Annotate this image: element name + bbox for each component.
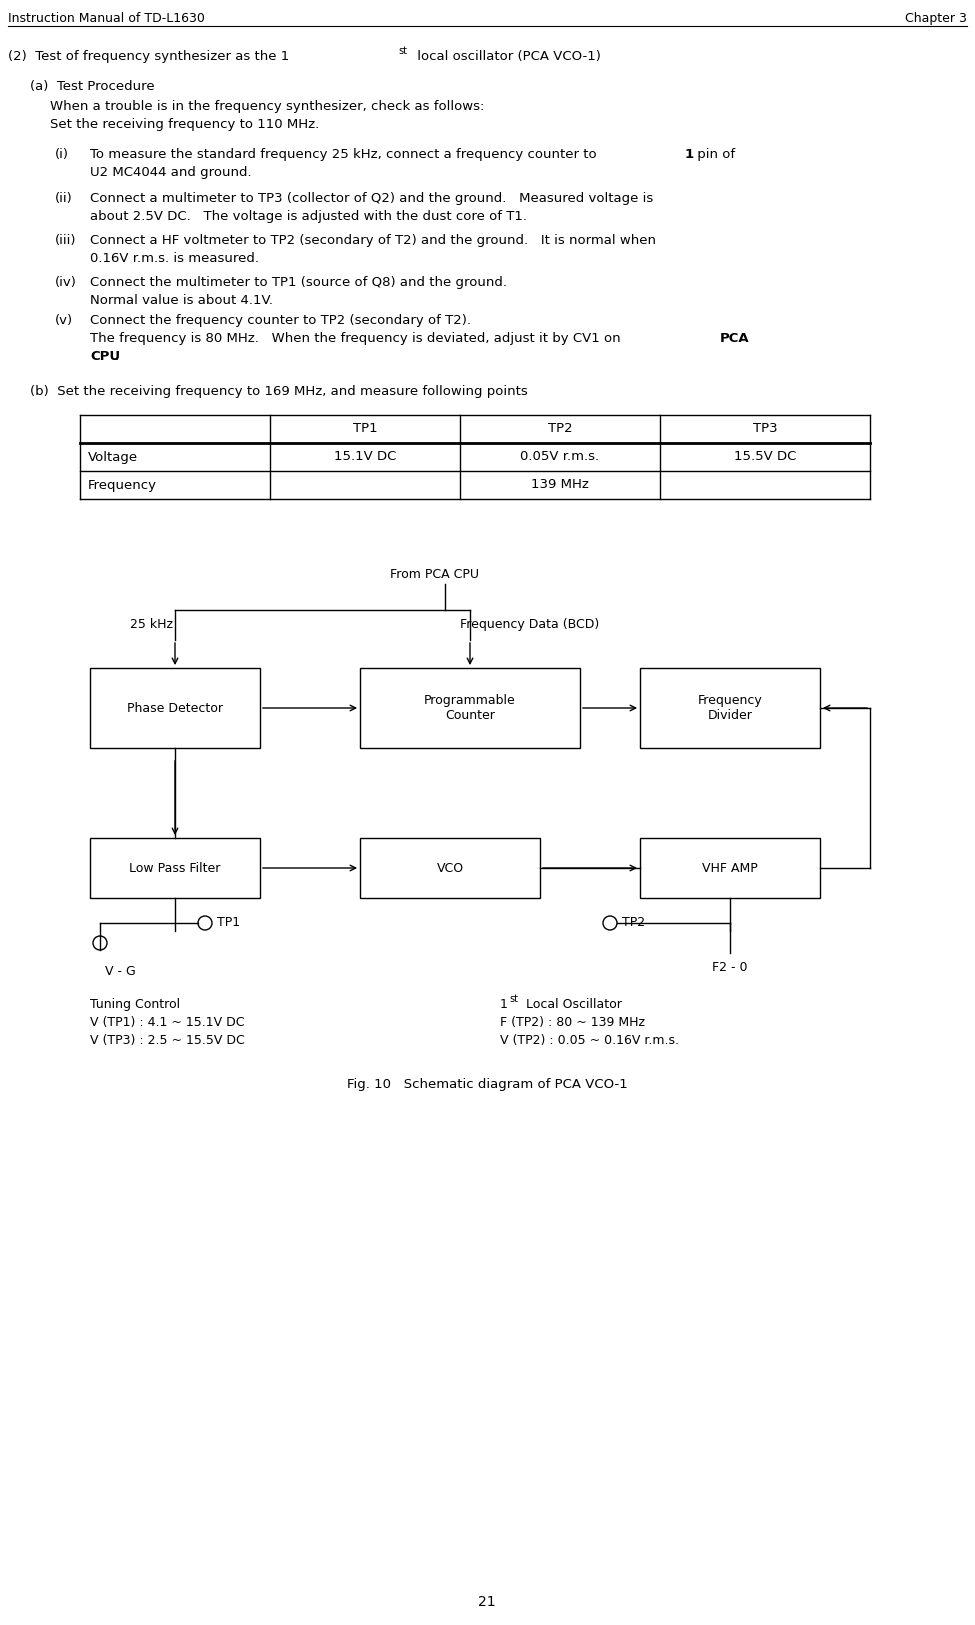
Text: 15.1V DC: 15.1V DC <box>333 450 396 463</box>
Text: 139 MHz: 139 MHz <box>531 478 589 491</box>
Text: F (TP2) : 80 ~ 139 MHz: F (TP2) : 80 ~ 139 MHz <box>500 1016 645 1029</box>
Text: (2)  Test of frequency synthesizer as the 1: (2) Test of frequency synthesizer as the… <box>8 50 290 63</box>
Text: Frequency Data (BCD): Frequency Data (BCD) <box>460 618 600 630</box>
Text: 0.05V r.m.s.: 0.05V r.m.s. <box>521 450 600 463</box>
Text: Programmable
Counter: Programmable Counter <box>424 694 516 722</box>
Text: V (TP3) : 2.5 ~ 15.5V DC: V (TP3) : 2.5 ~ 15.5V DC <box>90 1034 245 1046</box>
FancyBboxPatch shape <box>360 838 540 899</box>
Text: 25 kHz: 25 kHz <box>130 618 173 630</box>
Text: TP1: TP1 <box>217 916 240 929</box>
Text: (iv): (iv) <box>55 276 77 289</box>
Text: V (TP1) : 4.1 ~ 15.1V DC: V (TP1) : 4.1 ~ 15.1V DC <box>90 1016 245 1029</box>
Text: Connect a multimeter to TP3 (collector of Q2) and the ground.   Measured voltage: Connect a multimeter to TP3 (collector o… <box>90 192 653 205</box>
Text: PCA: PCA <box>720 332 750 344</box>
Text: 0.16V r.m.s. is measured.: 0.16V r.m.s. is measured. <box>90 252 259 265</box>
Text: U2 MC4044 and ground.: U2 MC4044 and ground. <box>90 166 252 179</box>
Text: Connect the multimeter to TP1 (source of Q8) and the ground.: Connect the multimeter to TP1 (source of… <box>90 276 507 289</box>
Text: 1: 1 <box>500 998 508 1011</box>
Text: V (TP2) : 0.05 ~ 0.16V r.m.s.: V (TP2) : 0.05 ~ 0.16V r.m.s. <box>500 1034 679 1046</box>
Text: F2 - 0: F2 - 0 <box>713 960 748 973</box>
FancyBboxPatch shape <box>640 838 820 899</box>
Text: The frequency is 80 MHz.   When the frequency is deviated, adjust it by CV1 on: The frequency is 80 MHz. When the freque… <box>90 332 625 344</box>
Text: Voltage: Voltage <box>88 450 138 463</box>
Text: 21: 21 <box>478 1596 496 1609</box>
Text: Normal value is about 4.1V.: Normal value is about 4.1V. <box>90 294 273 307</box>
Text: (i): (i) <box>55 148 69 161</box>
Text: From PCA CPU: From PCA CPU <box>390 569 479 582</box>
Text: Connect a HF voltmeter to TP2 (secondary of T2) and the ground.   It is normal w: Connect a HF voltmeter to TP2 (secondary… <box>90 234 656 247</box>
Text: .: . <box>115 349 119 362</box>
Text: Tuning Control: Tuning Control <box>90 998 180 1011</box>
FancyBboxPatch shape <box>90 838 260 899</box>
FancyBboxPatch shape <box>90 668 260 748</box>
Text: 15.5V DC: 15.5V DC <box>734 450 797 463</box>
Text: VCO: VCO <box>437 861 463 874</box>
Text: Fig. 10   Schematic diagram of PCA VCO-1: Fig. 10 Schematic diagram of PCA VCO-1 <box>347 1077 627 1090</box>
Text: When a trouble is in the frequency synthesizer, check as follows:: When a trouble is in the frequency synth… <box>50 101 485 114</box>
Text: Chapter 3: Chapter 3 <box>905 11 967 24</box>
Text: st: st <box>509 994 518 1004</box>
Text: (a)  Test Procedure: (a) Test Procedure <box>30 80 155 93</box>
Text: 1: 1 <box>685 148 694 161</box>
Text: (b)  Set the receiving frequency to 169 MHz, and measure following points: (b) Set the receiving frequency to 169 M… <box>30 385 527 398</box>
Text: VHF AMP: VHF AMP <box>702 861 758 874</box>
Text: TP1: TP1 <box>353 422 377 436</box>
Text: local oscillator (PCA VCO-1): local oscillator (PCA VCO-1) <box>413 50 601 63</box>
Text: st: st <box>398 46 407 55</box>
Text: Instruction Manual of TD-L1630: Instruction Manual of TD-L1630 <box>8 11 205 24</box>
Text: V - G: V - G <box>105 965 136 978</box>
FancyBboxPatch shape <box>640 668 820 748</box>
Text: Local Oscillator: Local Oscillator <box>522 998 622 1011</box>
Text: (v): (v) <box>55 314 73 327</box>
Text: To measure the standard frequency 25 kHz, connect a frequency counter to: To measure the standard frequency 25 kHz… <box>90 148 601 161</box>
Text: about 2.5V DC.   The voltage is adjusted with the dust core of T1.: about 2.5V DC. The voltage is adjusted w… <box>90 210 527 223</box>
Text: CPU: CPU <box>90 349 120 362</box>
Text: Frequency
Divider: Frequency Divider <box>698 694 762 722</box>
Text: (iii): (iii) <box>55 234 76 247</box>
Text: Phase Detector: Phase Detector <box>127 702 223 715</box>
Text: Frequency: Frequency <box>88 478 157 491</box>
Text: Low Pass Filter: Low Pass Filter <box>130 861 220 874</box>
Text: TP2: TP2 <box>622 916 645 929</box>
Text: (ii): (ii) <box>55 192 73 205</box>
Text: pin of: pin of <box>693 148 735 161</box>
Text: Set the receiving frequency to 110 MHz.: Set the receiving frequency to 110 MHz. <box>50 119 319 132</box>
Text: TP2: TP2 <box>548 422 572 436</box>
FancyBboxPatch shape <box>360 668 580 748</box>
Text: TP3: TP3 <box>753 422 777 436</box>
Text: Connect the frequency counter to TP2 (secondary of T2).: Connect the frequency counter to TP2 (se… <box>90 314 471 327</box>
